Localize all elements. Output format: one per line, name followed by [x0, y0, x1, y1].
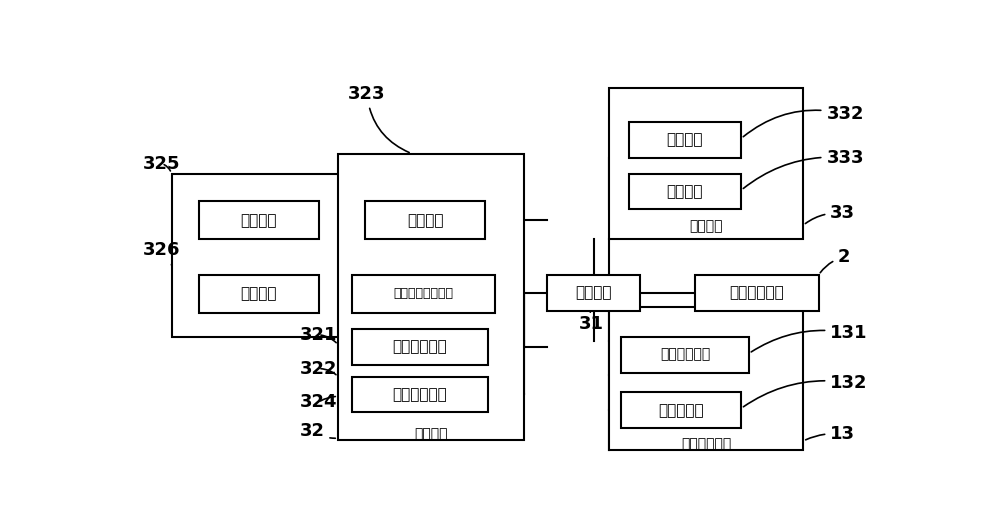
- Text: 升降电机: 升降电机: [667, 132, 703, 147]
- Text: 压力传感器: 压力传感器: [658, 403, 704, 418]
- Bar: [621, 392, 741, 428]
- Bar: [609, 88, 803, 239]
- Bar: [609, 307, 803, 450]
- Bar: [352, 275, 495, 313]
- Text: 325: 325: [143, 155, 180, 173]
- Text: 322: 322: [299, 359, 337, 377]
- Bar: [621, 337, 749, 373]
- Bar: [352, 376, 488, 413]
- Bar: [199, 275, 319, 313]
- Text: 预约单元: 预约单元: [414, 427, 448, 441]
- Text: 计时模块: 计时模块: [240, 213, 277, 228]
- Bar: [547, 275, 640, 311]
- Bar: [199, 201, 319, 239]
- Bar: [352, 329, 488, 364]
- Text: 平移电机: 平移电机: [667, 184, 703, 199]
- Text: 控制单元: 控制单元: [576, 285, 612, 300]
- Text: 324: 324: [299, 393, 337, 412]
- Text: 131: 131: [751, 324, 868, 352]
- Text: 车辆检测单元: 车辆检测单元: [681, 437, 731, 451]
- Text: 登录模块: 登录模块: [407, 213, 444, 228]
- Bar: [172, 174, 342, 337]
- Text: 车位选取模块: 车位选取模块: [393, 339, 447, 354]
- Text: 33: 33: [805, 204, 855, 223]
- Bar: [338, 154, 524, 440]
- Text: 13: 13: [806, 425, 855, 443]
- Text: 31: 31: [578, 311, 603, 333]
- Bar: [695, 275, 819, 311]
- Text: 332: 332: [743, 105, 864, 136]
- Text: 收费模块: 收费模块: [240, 286, 277, 301]
- Text: 333: 333: [743, 148, 864, 189]
- Text: 信息记录模块: 信息记录模块: [393, 387, 447, 402]
- Text: 132: 132: [743, 373, 868, 407]
- Text: 326: 326: [143, 241, 180, 265]
- Bar: [629, 122, 741, 158]
- Bar: [629, 174, 741, 209]
- Text: 车牌识别单元: 车牌识别单元: [729, 285, 784, 300]
- Bar: [365, 201, 485, 239]
- Text: 驱动单元: 驱动单元: [690, 219, 723, 233]
- Text: 空余车位显示模块: 空余车位显示模块: [394, 287, 454, 300]
- Text: 323: 323: [348, 85, 409, 153]
- Text: 超声波传感器: 超声波传感器: [660, 347, 710, 361]
- Text: 321: 321: [299, 326, 337, 344]
- Text: 32: 32: [299, 422, 335, 440]
- Text: 2: 2: [820, 248, 850, 273]
